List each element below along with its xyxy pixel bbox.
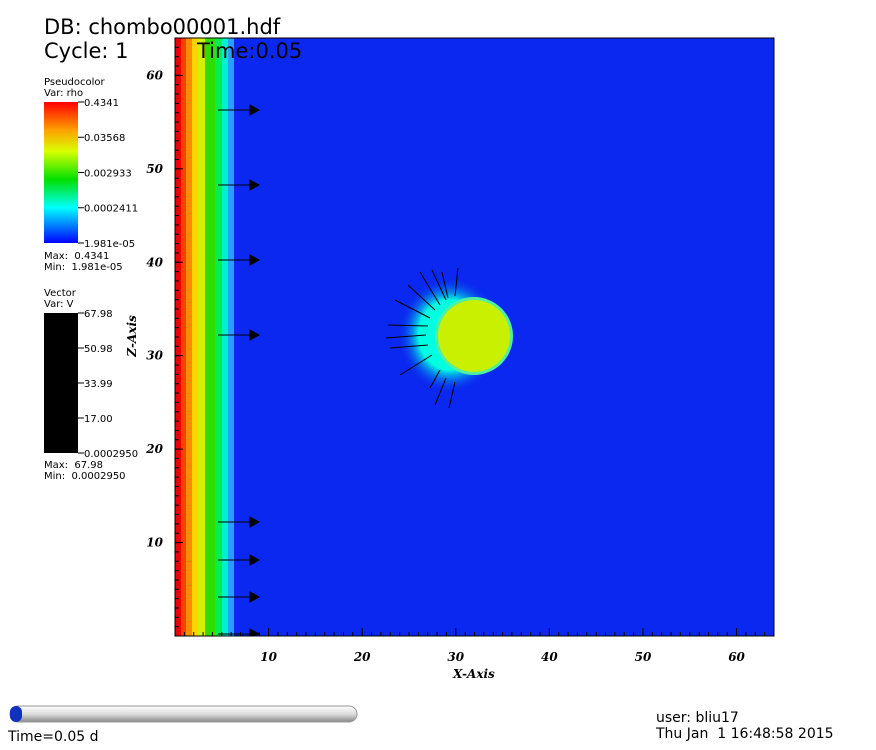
x-axis-label: X-Axis bbox=[452, 667, 495, 681]
y-tick-label: 30 bbox=[146, 349, 163, 363]
legend-tick-label: 0.0002950 bbox=[84, 449, 138, 460]
slider-handle[interactable] bbox=[10, 706, 22, 722]
y-tick-label: 40 bbox=[146, 255, 163, 269]
legend-tick-label: 17.00 bbox=[84, 414, 113, 425]
legend-tick-label: 0.002933 bbox=[84, 168, 132, 179]
legend-var: Var: rho bbox=[44, 88, 83, 99]
y-tick-label: 20 bbox=[145, 442, 163, 456]
legend-title: Vector bbox=[44, 288, 77, 299]
legend-max: Max: 0.4341 bbox=[44, 251, 109, 262]
legend-tick-label: 1.981e-05 bbox=[84, 239, 135, 250]
colorbar bbox=[44, 102, 78, 243]
legend-tick-label: 0.0002411 bbox=[84, 204, 138, 215]
time-label: Time:0.05 bbox=[196, 39, 302, 63]
legend-max: Max: 67.98 bbox=[44, 460, 103, 471]
legend-tick-label: 33.99 bbox=[84, 379, 113, 390]
user: user: bliu17 bbox=[656, 710, 739, 726]
legend-tick-label: 50.98 bbox=[84, 344, 113, 355]
field bbox=[174, 37, 775, 637]
legend-min: Min: 1.981e-05 bbox=[44, 262, 123, 273]
legend-title: Pseudocolor bbox=[44, 77, 106, 88]
legend-tick-label: 67.98 bbox=[84, 309, 113, 320]
cycle-label: Cycle: 1 bbox=[44, 39, 129, 63]
legend-tick-label: 0.03568 bbox=[84, 133, 125, 144]
x-tick-label: 40 bbox=[541, 650, 558, 664]
date: Thu Jan 1 16:48:58 2015 bbox=[655, 726, 834, 742]
x-tick-label: 10 bbox=[260, 650, 277, 664]
x-tick-label: 30 bbox=[447, 650, 464, 664]
x-tick-label: 50 bbox=[635, 650, 652, 664]
y-tick-label: 60 bbox=[146, 68, 163, 82]
time-footer: Time=0.05 d bbox=[7, 729, 99, 745]
legend-tick-label: 0.4341 bbox=[84, 98, 119, 109]
vector-bar bbox=[44, 313, 78, 453]
y-axis-label: Z-Axis bbox=[125, 315, 139, 358]
legend-min: Min: 0.0002950 bbox=[44, 471, 126, 482]
db-title: DB: chombo00001.hdf bbox=[44, 15, 281, 39]
legend-var: Var: V bbox=[44, 299, 74, 310]
x-tick-label: 20 bbox=[353, 650, 371, 664]
time-slider[interactable] bbox=[9, 705, 358, 723]
y-tick-label: 10 bbox=[146, 536, 163, 550]
y-tick-label: 50 bbox=[146, 162, 163, 176]
x-tick-label: 60 bbox=[728, 650, 745, 664]
